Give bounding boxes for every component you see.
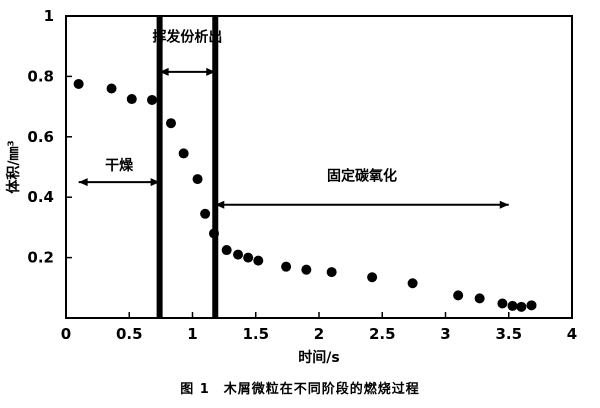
data-point — [147, 94, 158, 105]
y-axis-label: 体积/㎜³ — [5, 140, 22, 193]
x-tick-label: 1 — [187, 325, 197, 343]
y-axis-ticks: 0.2 0.4 0.6 0.8 1 — [27, 7, 72, 267]
data-point — [367, 272, 378, 283]
x-tick-label: 2.5 — [369, 325, 396, 343]
y-tick-label: 1 — [44, 7, 54, 25]
arrow-head-right — [206, 67, 216, 76]
x-tick-label: 2 — [314, 325, 324, 343]
data-point — [200, 208, 211, 219]
x-tick-label: 1.5 — [242, 325, 269, 343]
x-tick-label: 0 — [61, 325, 71, 343]
data-point — [253, 255, 264, 266]
data-point — [73, 78, 84, 89]
arrow-head-left — [159, 67, 169, 76]
x-axis-ticks: 0 0.5 1 1.5 2 2.5 3 3.5 4 — [61, 312, 577, 343]
data-point — [526, 300, 537, 311]
data-point — [474, 293, 485, 304]
data-point — [221, 245, 232, 256]
x-tick-label: 0.5 — [116, 325, 143, 343]
arrow-head-right — [499, 200, 509, 209]
phase-label: 挥发份析出 — [152, 29, 222, 46]
x-axis-label: 时间/s — [298, 349, 339, 366]
data-point — [497, 298, 508, 309]
data-point — [516, 301, 527, 312]
data-point — [507, 300, 518, 311]
data-point — [281, 261, 292, 272]
arrow-head-right — [150, 178, 160, 187]
data-point — [192, 174, 203, 185]
data-point — [243, 252, 254, 263]
data-point — [126, 94, 137, 105]
data-point — [106, 83, 117, 94]
data-point — [407, 278, 418, 289]
arrow-head-left — [78, 178, 88, 187]
y-tick-label: 0.4 — [27, 188, 54, 206]
data-point — [165, 118, 176, 129]
data-point — [326, 267, 337, 278]
phase-label: 固定碳氧化 — [327, 168, 397, 185]
data-point — [301, 264, 312, 275]
y-tick-label: 0.8 — [27, 67, 54, 85]
x-tick-label: 3.5 — [495, 325, 522, 343]
x-tick-label: 4 — [567, 325, 577, 343]
arrow-head-left — [215, 200, 225, 209]
plot-frame — [65, 15, 573, 319]
data-points — [73, 78, 537, 312]
data-point — [209, 228, 220, 239]
x-tick-label: 3 — [440, 325, 450, 343]
y-tick-label: 0.2 — [27, 249, 54, 267]
y-tick-label: 0.6 — [27, 128, 54, 146]
data-point — [233, 249, 244, 260]
phase-label: 干燥 — [105, 157, 134, 174]
phase-boundary-lines — [156, 16, 219, 318]
figure-caption: 图 1 木屑微粒在不同阶段的燃烧过程 — [180, 381, 420, 397]
data-point — [453, 290, 464, 301]
data-point — [178, 148, 189, 159]
